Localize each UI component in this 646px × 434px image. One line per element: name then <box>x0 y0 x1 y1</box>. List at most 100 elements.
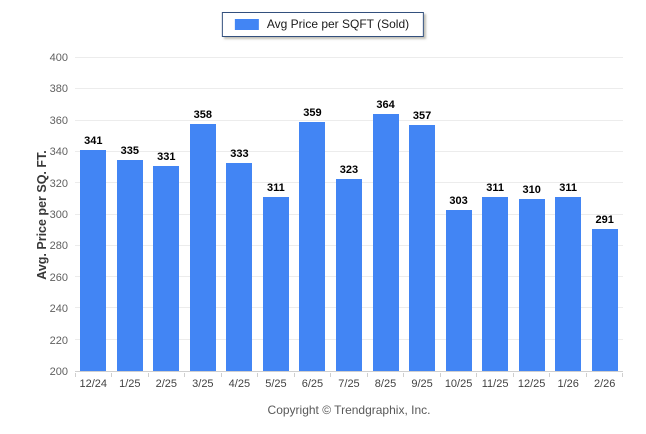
x-tick-label: 9/25 <box>411 378 433 390</box>
bar <box>189 123 216 371</box>
x-tick-label: 4/25 <box>228 378 251 390</box>
bar <box>153 166 180 371</box>
bar-slot-12-25: 310 <box>513 58 550 371</box>
bar-value-label: 311 <box>486 182 504 195</box>
x-tick <box>258 373 295 377</box>
bar-value-label: 323 <box>339 163 359 176</box>
bar-slot-2-25: 331 <box>148 58 185 371</box>
bar-value-label: 303 <box>449 194 468 207</box>
bar <box>335 178 362 371</box>
x-tick <box>514 373 551 377</box>
bar-value-label: 364 <box>376 99 395 112</box>
bar-value-label: 357 <box>412 110 432 123</box>
y-tick-label: 300 <box>49 209 68 221</box>
bar-value-label: 359 <box>303 107 322 120</box>
bar <box>591 228 618 371</box>
x-tick-label: 12/25 <box>517 378 546 390</box>
x-tick-label: 6/25 <box>301 378 324 390</box>
bar-slot-10-25: 303 <box>440 58 477 371</box>
x-tick-label: 7/25 <box>338 378 360 390</box>
y-tick-label: 400 <box>49 52 68 64</box>
bar-value-label: 341 <box>84 135 103 148</box>
x-tick <box>404 373 441 377</box>
bar <box>555 197 582 371</box>
x-axis-ticks <box>75 373 624 377</box>
gridline <box>75 57 623 58</box>
bar <box>445 209 472 371</box>
y-tick-label: 220 <box>49 334 68 347</box>
legend-label: Avg Price per SQFT (Sold) <box>266 17 410 31</box>
x-tick-label: 3/25 <box>192 378 214 390</box>
bar <box>116 159 143 371</box>
y-tick-label: 240 <box>49 303 68 316</box>
bar <box>518 198 545 371</box>
bars-row: 341 335 331 358 333 311 359 323 364 357 303 311 310 3… <box>75 58 623 371</box>
x-tick <box>222 373 259 377</box>
x-tick-label: 5/25 <box>265 378 287 390</box>
x-tick <box>368 373 405 377</box>
bar-value-label: 335 <box>120 144 139 157</box>
bar <box>262 197 289 371</box>
bar <box>299 122 326 371</box>
bar <box>226 162 253 371</box>
y-tick-label: 380 <box>49 83 68 96</box>
bar-slot-1-25: 335 <box>112 58 149 371</box>
bar-value-label: 333 <box>230 147 249 160</box>
y-tick-label: 340 <box>49 146 68 159</box>
bar-value-label: 311 <box>267 182 285 195</box>
legend: Avg Price per SQFT (Sold) <box>221 12 425 37</box>
x-tick <box>112 373 149 377</box>
x-tick <box>331 373 368 377</box>
bar-slot-12-24: 341 <box>75 58 112 371</box>
bar-slot-2-26: 291 <box>586 58 623 371</box>
bar-slot-7-25: 323 <box>331 58 368 371</box>
x-tick <box>149 373 186 377</box>
bar-slot-1-26: 311 <box>550 58 587 371</box>
legend-swatch <box>234 18 259 30</box>
x-tick-label: 1/25 <box>119 378 141 390</box>
bar-value-label: 358 <box>193 108 213 121</box>
y-tick-label: 200 <box>49 366 68 378</box>
bar-slot-6-25: 359 <box>294 58 331 371</box>
gridline <box>75 150 623 152</box>
x-tick <box>441 373 478 377</box>
x-tick <box>550 373 587 377</box>
plot-area: 341 335 331 358 333 311 359 323 364 357 303 311 310 3… <box>75 57 623 372</box>
bar-slot-8-25: 364 <box>367 58 404 371</box>
bar <box>482 197 509 371</box>
copyright-text: Copyright © Trendgraphix, Inc. <box>267 403 431 417</box>
x-tick-label: 2/25 <box>155 378 178 390</box>
y-tick-label: 260 <box>49 271 68 284</box>
x-tick-label: 12/24 <box>79 378 108 390</box>
x-tick-label: 2/26 <box>593 378 616 390</box>
bar-value-label: 311 <box>559 182 578 195</box>
gridline <box>75 119 623 121</box>
x-tick-label: 1/26 <box>557 378 579 390</box>
x-tick-label: 8/25 <box>374 378 397 390</box>
bar <box>372 114 399 371</box>
bar-value-label: 331 <box>157 151 176 163</box>
x-tick <box>477 373 514 377</box>
bar-value-label: 291 <box>595 213 614 226</box>
bar-slot-4-25: 333 <box>221 58 258 371</box>
bar-slot-3-25: 358 <box>185 58 222 371</box>
bar-slot-9-25: 357 <box>404 58 441 371</box>
y-tick-label: 280 <box>49 240 68 253</box>
x-tick <box>75 373 113 377</box>
y-tick-label: 320 <box>49 177 68 190</box>
x-tick <box>185 373 222 377</box>
bar-value-label: 310 <box>522 183 541 196</box>
x-tick <box>587 373 624 377</box>
x-tick-label: 10/25 <box>444 378 473 390</box>
bar <box>409 125 436 371</box>
bar-slot-5-25: 311 <box>258 58 295 371</box>
x-tick <box>295 373 332 377</box>
bar-slot-11-25: 311 <box>477 58 514 371</box>
gridline <box>75 88 623 90</box>
x-tick-label: 11/25 <box>481 378 509 390</box>
x-axis-labels: 12/24 1/25 2/25 3/25 4/25 5/25 6/25 7/25 8/25 9/2… <box>75 378 623 390</box>
bar <box>80 150 107 371</box>
y-axis-labels: 200 220 240 260 280 300 320 340 360 380 400 <box>0 52 68 378</box>
y-tick-label: 360 <box>49 114 68 127</box>
